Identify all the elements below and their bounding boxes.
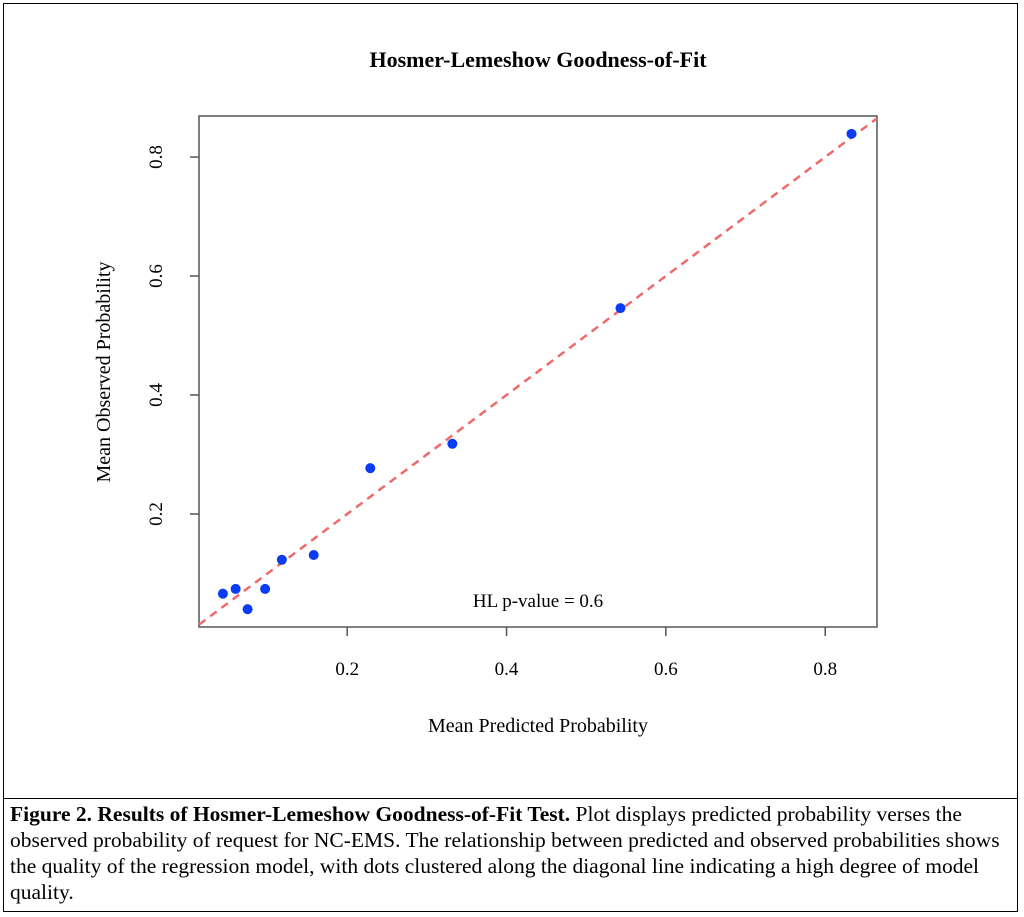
caption-title: Figure 2. Results of Hosmer-Lemeshow Goo… bbox=[10, 802, 571, 826]
y-tick-label: 0.6 bbox=[146, 264, 167, 288]
y-tick-label: 0.8 bbox=[146, 145, 167, 169]
data-point bbox=[230, 583, 241, 594]
data-point bbox=[447, 438, 458, 449]
chart-title: Hosmer-Lemeshow Goodness-of-Fit bbox=[369, 47, 707, 72]
hl-scatter-chart: Hosmer-Lemeshow Goodness-of-Fit 0.2 0.4 0.… bbox=[93, 47, 878, 737]
y-axis-label: Mean Observed Probability bbox=[93, 261, 115, 482]
data-point bbox=[308, 550, 319, 561]
x-tick-label: 0.4 bbox=[495, 659, 519, 680]
caption-text: Plot displays predicted probability vers… bbox=[10, 802, 1000, 904]
data-point bbox=[242, 604, 253, 615]
data-point bbox=[365, 463, 376, 474]
x-axis-label: Mean Predicted Probability bbox=[428, 715, 648, 737]
x-tick-label: 0.2 bbox=[335, 659, 359, 680]
data-point bbox=[260, 583, 271, 594]
figure-caption: Figure 2. Results of Hosmer-Lemeshow Goo… bbox=[3, 798, 1018, 912]
data-point bbox=[615, 303, 626, 314]
y-tick-label: 0.2 bbox=[146, 502, 167, 526]
y-tick-label: 0.4 bbox=[146, 383, 167, 407]
x-tick-label: 0.8 bbox=[813, 659, 837, 680]
figure-frame bbox=[3, 3, 1018, 912]
data-point bbox=[276, 554, 287, 565]
reference-diagonal-line bbox=[198, 117, 878, 626]
x-tick-label: 0.6 bbox=[654, 659, 678, 680]
data-point bbox=[846, 128, 857, 139]
hl-pvalue-annotation: HL p-value = 0.6 bbox=[473, 591, 603, 612]
plot-box bbox=[198, 115, 878, 628]
data-point bbox=[217, 588, 228, 599]
